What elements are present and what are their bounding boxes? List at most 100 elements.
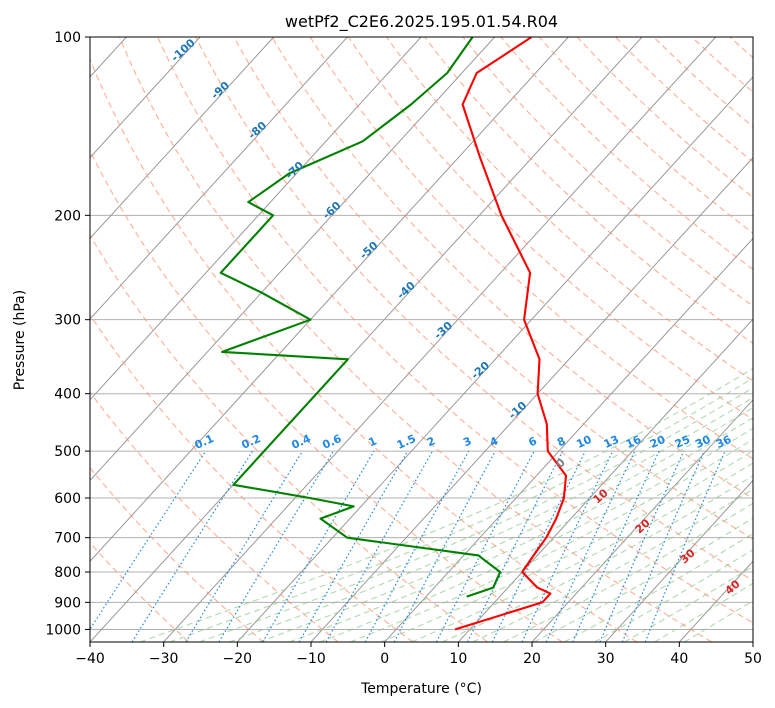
- mixing-ratio-label: 16: [624, 433, 644, 451]
- mixing-ratio-line: [521, 450, 614, 642]
- mixing-ratio-label: 10: [574, 433, 594, 451]
- dry-adiabat-line: [90, 149, 563, 642]
- mixing-ratio-label: 2: [425, 434, 437, 449]
- mixing-ratio-line: [218, 450, 334, 642]
- mixing-ratio-label: 1: [366, 434, 378, 449]
- dry-adiabat-line: [90, 391, 339, 642]
- moist-adiabat-line: [594, 548, 753, 642]
- dry-adiabat-line: [462, 37, 753, 307]
- mixing-ratio-label: 1.5: [395, 432, 418, 452]
- moist-adiabat-line: [228, 396, 753, 642]
- mixing-ratio-label: 0.2: [240, 432, 263, 452]
- isotherm-line: [90, 37, 422, 401]
- mixing-ratio-line: [644, 450, 726, 642]
- y-tick-label: 100: [54, 30, 81, 46]
- isotherm-line: [90, 37, 348, 320]
- mixing-ratio-label: 0.4: [290, 432, 313, 452]
- plot-background-lines: [90, 37, 753, 642]
- dry-adiabat-line: [90, 313, 414, 642]
- moist-adiabat-label: 0: [553, 456, 568, 471]
- mixing-ratio-line: [466, 450, 564, 642]
- x-tick-label: −30: [149, 651, 179, 667]
- dry-adiabat-line: [538, 37, 753, 234]
- mixing-ratio-line: [545, 450, 636, 642]
- x-tick-label: 50: [744, 651, 762, 667]
- dry-adiabat-line: [90, 467, 264, 642]
- dry-adiabat-line: [576, 37, 753, 198]
- mixing-ratio-line: [262, 450, 375, 642]
- mixing-ratio-label: 20: [648, 433, 668, 451]
- y-tick-label: 900: [54, 595, 81, 611]
- moist-adiabat-line: [169, 377, 753, 642]
- moist-adiabat-label: 30: [678, 546, 698, 566]
- mixing-ratio-label: 13: [602, 433, 621, 451]
- mixing-ratio-line: [572, 450, 660, 642]
- dry-adiabat-line: [157, 37, 753, 624]
- moist-adiabat-line: [319, 427, 753, 642]
- moist-adiabat-line: [139, 367, 753, 642]
- isotherm-line: [457, 318, 753, 642]
- mixing-ratio-line: [599, 450, 685, 642]
- moist-adiabat-line: [289, 417, 753, 642]
- mixing-ratio-line: [325, 450, 434, 642]
- moist-adiabat-line: [503, 502, 753, 642]
- isotherm-label: -40: [394, 279, 418, 302]
- isotherm-label: -50: [357, 239, 381, 262]
- dry-adiabat-line: [347, 37, 753, 421]
- isotherm-line: [605, 479, 753, 642]
- dry-adiabat-line: [691, 37, 753, 93]
- moist-adiabat-line: [624, 565, 753, 642]
- mixing-ratio-line: [131, 450, 254, 642]
- mixing-ratio-line: [491, 450, 586, 642]
- y-tick-label: 500: [54, 444, 81, 460]
- x-tick-label: 10: [449, 651, 467, 667]
- dry-adiabat-line: [500, 37, 753, 271]
- dry-adiabat-line: [118, 37, 712, 642]
- mixing-ratio-line: [298, 450, 409, 642]
- y-tick-label: 800: [54, 565, 81, 581]
- x-axis-label: Temperature (°C): [360, 681, 482, 697]
- dry-adiabat-line: [90, 542, 190, 642]
- mixing-ratio-label: 25: [673, 433, 692, 451]
- isotherm-line: [90, 37, 275, 240]
- dry-adiabat-line: [386, 37, 753, 382]
- dewpoint-profile-line: [219, 37, 502, 598]
- moist-adiabat-line: [654, 582, 753, 642]
- moist-adiabat-line: [441, 475, 753, 642]
- isotherm-line: [384, 237, 753, 642]
- x-tick-label: 0: [380, 651, 389, 667]
- x-axis: −40 −30 −20 −10 0 10 20 30 40 50: [75, 642, 762, 667]
- isotherm-line: [90, 37, 201, 159]
- isotherm-line: [163, 37, 717, 642]
- y-tick-label: 1000: [45, 622, 81, 638]
- moist-adiabat-line: [350, 438, 753, 642]
- y-axis-label: Pressure (hPa): [12, 290, 28, 390]
- isotherm-label: -20: [469, 359, 493, 382]
- moist-adiabat-line: [411, 462, 753, 642]
- isotherm-label: -30: [432, 319, 456, 342]
- x-tick-label: −20: [223, 651, 253, 667]
- dry-adiabat-line: [729, 37, 753, 59]
- mixing-ratio-label: 0.1: [193, 432, 216, 452]
- dry-adiabat-line: [233, 37, 753, 540]
- dry-adiabat-line: [271, 37, 753, 500]
- isotherm-line: [531, 399, 753, 642]
- mixing-ratio-label: 36: [714, 433, 734, 451]
- moist-adiabat-line: [472, 488, 753, 642]
- plot-frame: [89, 36, 754, 643]
- x-tick-label: 40: [670, 651, 688, 667]
- mixing-ratio-line: [621, 450, 705, 642]
- isotherm-label: -70: [283, 159, 307, 182]
- mixing-ratio-label: 8: [555, 434, 567, 449]
- mixing-ratio-label: 30: [693, 433, 713, 451]
- isotherm-line: [90, 37, 496, 482]
- x-tick-label: 20: [523, 651, 541, 667]
- isotherm-label: -10: [506, 399, 530, 422]
- isotherm-line: [752, 641, 753, 642]
- moist-adiabat-line: [259, 406, 753, 642]
- x-tick-label: −10: [296, 651, 326, 667]
- moist-adiabat-line: [684, 600, 753, 642]
- isotherm-label: -80: [246, 119, 270, 142]
- y-axis: 100 200 300 400 500 600 700 800 900 1000: [45, 30, 90, 638]
